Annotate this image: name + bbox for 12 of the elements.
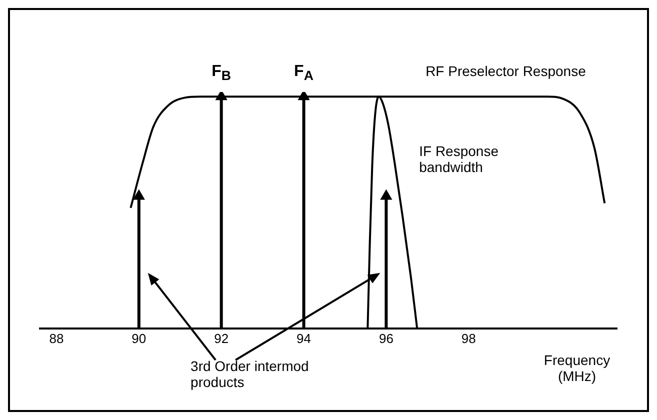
x-tick-label: 94 [296, 330, 312, 346]
text: 3rd Order intermod products [190, 358, 310, 390]
annotation: F$_{B}$ [212, 62, 232, 83]
x-tick-label: 92 [214, 330, 229, 346]
x-tick-label: 88 [49, 330, 64, 346]
annotation: F$_{A}$ [294, 62, 314, 83]
x-tick-label: 90 [132, 330, 146, 346]
annotation: RF Preselector Response [426, 62, 586, 79]
x-tick-label: 98 [461, 330, 476, 346]
annotation: IF Response bandwidth [419, 142, 500, 175]
x-axis-title: Frequency (MHz) [542, 352, 612, 384]
x-tick-label: 96 [378, 330, 394, 346]
